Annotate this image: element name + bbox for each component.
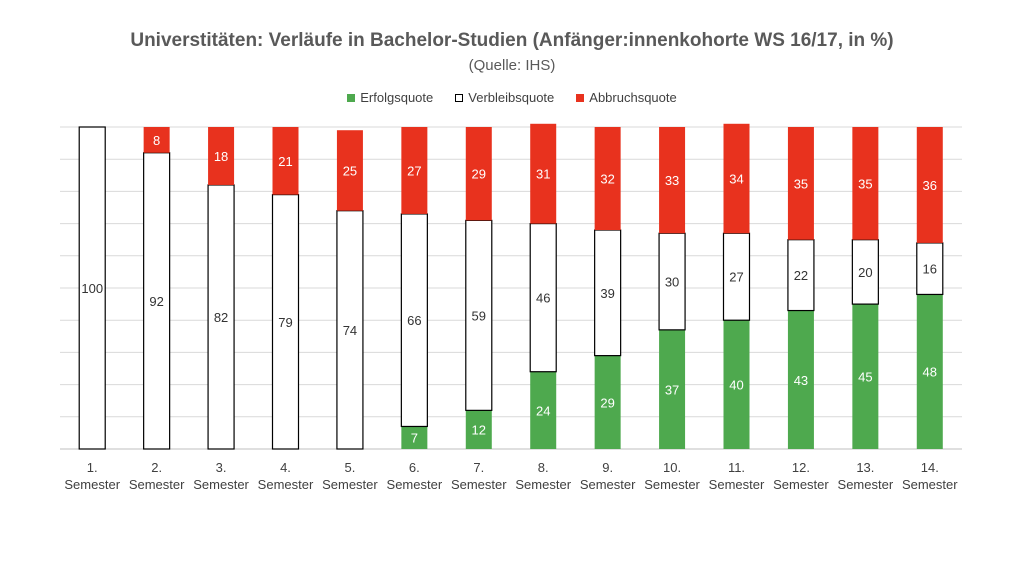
x-tick-label-2: 2. Semester: [129, 460, 185, 492]
x-tick-label-10: 10. Semester: [644, 460, 700, 492]
x-tick-label-11: 11. Semester: [709, 460, 765, 492]
x-tick-label-4: 4. Semester: [258, 460, 314, 492]
x-tick-label-5: 5. Semester: [322, 460, 378, 492]
bar-abbruchsquote-13: [852, 127, 879, 240]
bar-erfolgsquote-14: [916, 294, 943, 449]
x-tick-label-13: 13. Semester: [838, 460, 894, 492]
bar-erfolgsquote-11: [723, 320, 750, 449]
bar-abbruchsquote-9: [594, 127, 621, 231]
x-tick-label-7: 7. Semester: [451, 460, 507, 492]
data-label-abbruchsquote-9: 32: [600, 172, 614, 187]
data-label-erfolgsquote-14: 48: [923, 365, 937, 380]
data-label-abbruchsquote-7: 29: [472, 167, 486, 182]
bar-abbruchsquote-2: [143, 127, 170, 153]
data-label-verbleibsquote-6: 66: [407, 313, 421, 328]
data-label-verbleibsquote-7: 59: [472, 308, 486, 323]
bar-erfolgsquote-6: [401, 426, 428, 449]
bar-abbruchsquote-8: [530, 123, 557, 224]
x-tick-label-6: 6. Semester: [387, 460, 443, 492]
legend-label-abbruchsquote: Abbruchsquote: [589, 90, 677, 105]
data-label-verbleibsquote-4: 79: [278, 315, 292, 330]
bar-abbruchsquote-12: [787, 127, 814, 240]
x-tick-label-14: 14. Semester: [902, 460, 958, 492]
data-label-erfolgsquote-8: 24: [536, 403, 550, 418]
x-tick-label-12: 12. Semester: [773, 460, 829, 492]
legend-item-abbruchsquote: Abbruchsquote: [576, 90, 677, 105]
data-label-erfolgsquote-6: 7: [411, 431, 418, 446]
data-label-erfolgsquote-11: 40: [729, 378, 743, 393]
data-label-abbruchsquote-4: 21: [278, 154, 292, 169]
x-tick-label-3: 3. Semester: [193, 460, 249, 492]
bar-verbleibsquote-5: [336, 210, 364, 450]
data-label-verbleibsquote-13: 20: [858, 265, 872, 280]
bar-erfolgsquote-8: [530, 371, 557, 449]
legend-item-erfolgsquote: Erfolgsquote: [347, 90, 433, 105]
x-tick-label-9: 9. Semester: [580, 460, 636, 492]
data-label-abbruchsquote-5: 25: [343, 163, 357, 178]
bar-verbleibsquote-3: [207, 184, 235, 450]
data-label-verbleibsquote-5: 74: [343, 323, 357, 338]
bar-erfolgsquote-12: [787, 310, 814, 449]
data-label-erfolgsquote-7: 12: [472, 423, 486, 438]
legend-swatch-verbleibsquote: [455, 93, 464, 102]
data-label-abbruchsquote-2: 8: [153, 133, 160, 148]
data-label-abbruchsquote-3: 18: [214, 149, 228, 164]
data-label-verbleibsquote-1: 100: [81, 281, 103, 296]
bar-verbleibsquote-13: [851, 239, 879, 305]
bar-verbleibsquote-12: [787, 239, 815, 312]
bar-abbruchsquote-4: [272, 127, 299, 195]
bar-abbruchsquote-14: [916, 127, 943, 243]
bar-abbruchsquote-11: [723, 123, 750, 234]
x-tick-label-8: 8. Semester: [515, 460, 571, 492]
data-label-verbleibsquote-3: 82: [214, 310, 228, 325]
data-label-verbleibsquote-10: 30: [665, 275, 679, 290]
bar-abbruchsquote-3: [208, 127, 235, 185]
legend-label-verbleibsquote: Verbleibsquote: [468, 90, 555, 105]
data-label-abbruchsquote-11: 34: [729, 172, 743, 187]
x-tick-label-1: 1. Semester: [64, 460, 120, 492]
bar-abbruchsquote-10: [659, 127, 686, 234]
bar-verbleibsquote-11: [722, 232, 751, 321]
data-label-erfolgsquote-9: 29: [600, 395, 614, 410]
data-label-abbruchsquote-8: 31: [536, 167, 550, 182]
data-label-abbruchsquote-12: 35: [794, 176, 808, 191]
legend-label-erfolgsquote: Erfolgsquote: [360, 90, 434, 105]
data-label-verbleibsquote-14: 16: [923, 262, 937, 277]
data-label-verbleibsquote-2: 92: [149, 294, 163, 309]
bar-erfolgsquote-10: [659, 329, 686, 449]
data-label-erfolgsquote-10: 37: [665, 382, 679, 397]
chart-legend: Erfolgsquote Verbleibsquote Abbruchsquot…: [0, 90, 1024, 105]
data-label-verbleibsquote-11: 27: [729, 270, 743, 285]
data-label-abbruchsquote-14: 36: [923, 178, 937, 193]
data-label-erfolgsquote-12: 43: [794, 373, 808, 388]
bar-verbleibsquote-1: [78, 126, 106, 450]
data-label-abbruchsquote-10: 33: [665, 173, 679, 188]
bar-abbruchsquote-6: [401, 127, 428, 214]
data-label-abbruchsquote-6: 27: [407, 163, 421, 178]
data-label-abbruchsquote-13: 35: [858, 176, 872, 191]
legend-swatch-abbruchsquote: [576, 93, 585, 102]
bar-verbleibsquote-8: [529, 223, 557, 373]
chart-subtitle: (Quelle: IHS): [468, 57, 556, 74]
legend-swatch-erfolgsquote: [347, 93, 356, 102]
data-label-erfolgsquote-13: 45: [858, 370, 872, 385]
bar-verbleibsquote-6: [400, 213, 428, 428]
legend-item-verbleibsquote: Verbleibsquote: [455, 90, 554, 105]
bar-abbruchsquote-7: [465, 127, 492, 221]
data-label-verbleibsquote-9: 39: [600, 286, 614, 301]
bar-verbleibsquote-2: [143, 152, 171, 450]
chart-title: Universtitäten: Verläufe in Bachelor-Stu…: [130, 30, 894, 51]
data-label-verbleibsquote-8: 46: [536, 291, 550, 306]
bar-abbruchsquote-5: [336, 130, 363, 211]
bar-erfolgsquote-9: [594, 355, 621, 449]
bar-erfolgsquote-7: [465, 410, 492, 449]
data-label-verbleibsquote-12: 22: [794, 268, 808, 283]
bar-erfolgsquote-13: [852, 304, 879, 449]
